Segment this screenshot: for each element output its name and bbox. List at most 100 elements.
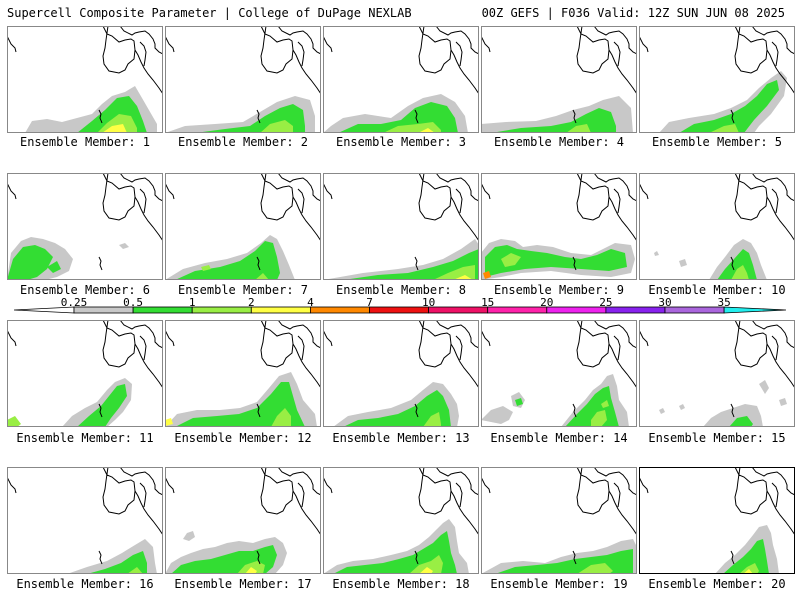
colorbar-segment <box>369 306 429 314</box>
colorbar-segment <box>664 306 725 314</box>
scp-contour <box>175 382 305 427</box>
run-valid-time: 00Z GEFS | F036 Valid: 12Z SUN JUN 08 20… <box>481 6 785 20</box>
colorbar-tick-label: 15 <box>481 296 495 309</box>
coastline <box>323 467 479 536</box>
member-label: Ensemble Member: 6 <box>19 283 151 297</box>
ensemble-panel-19 <box>481 467 637 574</box>
scp-contour <box>409 555 443 574</box>
scp-contour <box>7 245 53 280</box>
ensemble-panel-17 <box>165 467 321 574</box>
member-map <box>481 467 637 574</box>
member-map <box>639 173 795 280</box>
scp-contour <box>591 410 607 427</box>
storm-marker <box>256 403 261 418</box>
scp-contour <box>743 569 753 574</box>
member-map <box>7 173 163 280</box>
scp-contour <box>501 253 521 267</box>
panel-border <box>7 467 163 574</box>
member-map <box>7 467 163 574</box>
storm-marker <box>98 109 103 124</box>
storm-marker <box>730 403 735 418</box>
ensemble-panel-6 <box>7 173 163 280</box>
scp-contour <box>271 408 291 427</box>
ensemble-panel-20 <box>639 467 795 574</box>
member-map <box>165 26 321 133</box>
scp-contour <box>260 120 293 133</box>
scp-contour <box>717 249 757 280</box>
panel-border <box>323 320 479 427</box>
member-label: Ensemble Member: 10 <box>648 283 786 297</box>
member-label: Ensemble Member: 17 <box>174 577 312 591</box>
scp-contour <box>77 384 127 427</box>
scp-contour <box>102 124 127 133</box>
panel-border <box>165 320 321 427</box>
colorbar-tick-label: 0.5 <box>123 296 144 309</box>
ensemble-panel-7 <box>165 173 321 280</box>
coastline <box>165 467 321 536</box>
colorbar-segment <box>605 306 666 314</box>
coastline <box>481 467 637 536</box>
colorbar-segment <box>309 306 370 314</box>
panel-border <box>165 467 321 574</box>
member-label: Ensemble Member: 14 <box>490 431 628 445</box>
scp-contour <box>731 265 749 280</box>
scp-contour <box>423 412 441 427</box>
coastline <box>7 320 163 389</box>
scp-contour <box>654 251 659 256</box>
coastline <box>323 173 479 242</box>
panel-border <box>481 26 637 133</box>
storm-marker <box>256 109 261 124</box>
scp-contour <box>165 418 173 426</box>
ensemble-panel-3 <box>323 26 479 133</box>
member-map <box>639 320 795 427</box>
storm-marker <box>98 256 103 271</box>
storm-marker <box>98 550 103 565</box>
scp-contour <box>175 241 280 280</box>
storm-marker <box>414 256 419 271</box>
member-map <box>481 320 637 427</box>
ensemble-panel-4 <box>481 26 637 133</box>
coastline <box>7 26 163 95</box>
ensemble-panel-1 <box>7 26 163 133</box>
coastline <box>323 320 479 389</box>
scp-contour <box>601 400 609 408</box>
coastline <box>639 320 795 389</box>
scp-contour <box>679 259 687 267</box>
coastline <box>639 26 795 95</box>
colorbar-tick-label: 25 <box>599 296 613 309</box>
panel-border <box>323 26 479 133</box>
scp-contour <box>419 567 433 574</box>
coastline <box>481 26 637 95</box>
panel-border <box>323 467 479 574</box>
storm-marker <box>98 403 103 418</box>
colorbar-segment <box>487 306 548 314</box>
colorbar <box>13 306 787 314</box>
scp-contour <box>779 398 787 406</box>
member-map <box>165 320 321 427</box>
colorbar-tick-label: 2 <box>247 296 255 309</box>
member-label: Ensemble Member: 2 <box>177 135 309 149</box>
scp-contour <box>97 114 137 133</box>
scp-contour <box>183 531 195 541</box>
member-label: Ensemble Member: 16 <box>16 577 154 591</box>
panel-border <box>481 467 637 574</box>
scp-contour <box>418 128 435 133</box>
ensemble-panel-10 <box>639 173 795 280</box>
coastline <box>165 320 321 389</box>
colorbar-segment <box>428 306 489 314</box>
storm-marker <box>572 550 577 565</box>
member-label: Ensemble Member: 19 <box>490 577 628 591</box>
ensemble-panel-2 <box>165 26 321 133</box>
member-label: Ensemble Member: 13 <box>332 431 470 445</box>
member-label: Ensemble Member: 3 <box>335 135 467 149</box>
ensemble-panel-13 <box>323 320 479 427</box>
scp-contour <box>87 551 147 574</box>
map-title: Supercell Composite Parameter | College … <box>7 6 412 20</box>
colorbar-tick-label: 30 <box>658 296 672 309</box>
panel-border <box>165 26 321 133</box>
storm-marker <box>414 550 419 565</box>
storm-marker <box>572 109 577 124</box>
member-map <box>7 26 163 133</box>
ensemble-panel-12 <box>165 320 321 427</box>
ensemble-panel-18 <box>323 467 479 574</box>
